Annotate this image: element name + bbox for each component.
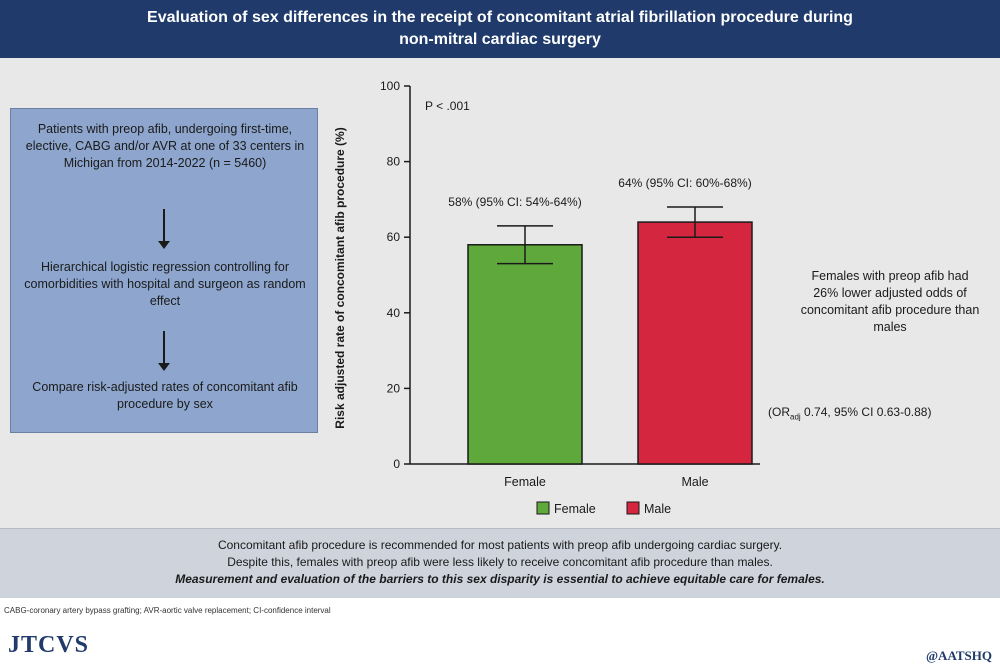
- y-axis-label: Risk adjusted rate of concomitant afib p…: [333, 127, 347, 428]
- y-tick-label: 40: [387, 306, 401, 320]
- y-tick-label: 60: [387, 230, 401, 244]
- legend-swatch-male: [626, 501, 640, 515]
- main-panel: Patients with preop afib, undergoing fir…: [0, 58, 1000, 528]
- legend-swatch-female: [536, 501, 550, 515]
- data-label-female: 58% (95% CI: 54%-64%): [448, 195, 581, 209]
- or-subscript: adj: [790, 412, 801, 422]
- bar-chart: Risk adjusted rate of concomitant afib p…: [333, 79, 760, 516]
- legend-label-male: Male: [644, 502, 671, 516]
- y-tick-label: 80: [387, 155, 401, 169]
- y-tick-label: 100: [380, 79, 400, 93]
- header-banner: Evaluation of sex differences in the rec…: [0, 0, 1000, 58]
- x-tick-label: Female: [504, 475, 546, 489]
- flow-step-2: Hierarchical logistic regression control…: [24, 260, 306, 308]
- odds-ratio-note: (ORadj 0.74, 95% CI 0.63-0.88): [768, 405, 1000, 421]
- y-tick-label: 0: [393, 457, 400, 471]
- down-arrow-icon: [158, 331, 170, 371]
- social-handle: @AATSHQ: [925, 648, 992, 663]
- methods-flow-box: Patients with preop afib, undergoing fir…: [10, 108, 318, 433]
- down-arrow-icon: [158, 209, 170, 249]
- footnote: CABG-coronary artery bypass grafting; AV…: [4, 606, 331, 615]
- conclusion-line-1: Concomitant afib procedure is recommende…: [217, 538, 783, 552]
- jtcvs-logo: JTCVS: [8, 632, 90, 658]
- conclusion-line-3: Measurement and evaluation of the barrie…: [175, 572, 825, 586]
- flow-step-3: Compare risk-adjusted rates of concomita…: [32, 380, 298, 411]
- p-value-annotation: P < .001: [425, 99, 470, 113]
- odds-note: Females with preop afib had 26% lower ad…: [800, 269, 980, 334]
- x-tick-label: Male: [681, 475, 708, 489]
- conclusion-box: Concomitant afib procedure is recommende…: [0, 528, 1000, 598]
- legend-label-female: Female: [554, 502, 596, 516]
- bar-female: [467, 244, 583, 465]
- y-tick-label: 20: [387, 381, 401, 395]
- title-line-1: Evaluation of sex differences in the rec…: [147, 9, 853, 26]
- title-line-2: non-mitral cardiac surgery: [399, 31, 601, 48]
- or-suffix: 0.74, 95% CI 0.63-0.88): [800, 405, 932, 419]
- bar-male: [637, 221, 753, 465]
- or-prefix: (OR: [768, 405, 790, 419]
- flow-step-1: Patients with preop afib, undergoing fir…: [25, 122, 305, 170]
- conclusion-line-2: Despite this, females with preop afib we…: [227, 555, 773, 569]
- data-label-male: 64% (95% CI: 60%-68%): [618, 176, 751, 190]
